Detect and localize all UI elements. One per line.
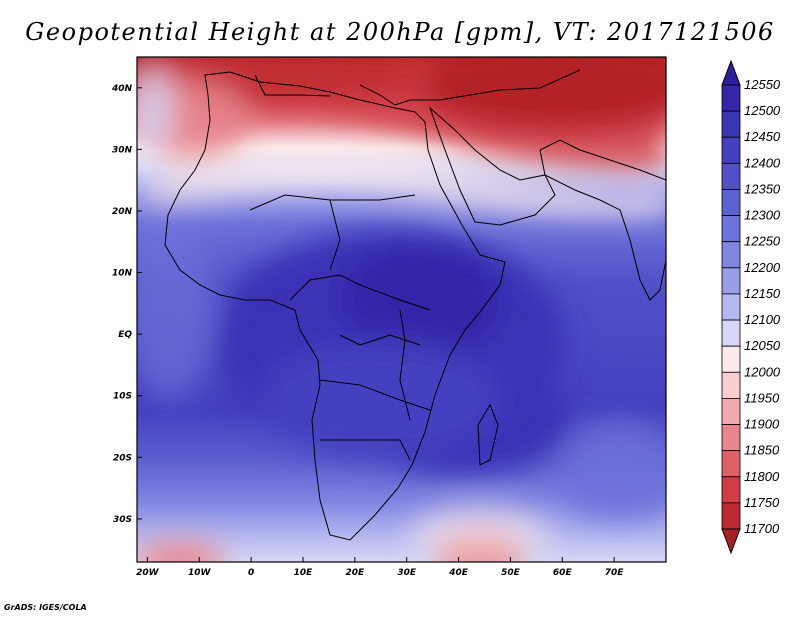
colorbar-swatch [721, 293, 741, 321]
y-tick-label: 20S [113, 453, 132, 463]
colorbar-label: 12150 [744, 286, 781, 301]
colorbar-swatch [721, 502, 741, 530]
axis-ticks [137, 87, 615, 562]
colorbar-swatch [721, 371, 741, 399]
y-tick-label: 10N [112, 269, 133, 279]
x-tick-label: 20W [136, 568, 160, 578]
x-tick-label: 20E [345, 568, 365, 578]
colorbar-label: 12400 [744, 155, 781, 170]
colorbar-label: 11750 [744, 495, 780, 510]
colorbar-swatch [721, 319, 741, 347]
colorbar-label: 12550 [744, 77, 781, 92]
colorbar-label: 12050 [744, 338, 781, 353]
colorbar-label: 12300 [744, 208, 781, 223]
plot-frame [136, 56, 667, 563]
x-axis-labels: 20W 10W 0 10E 20E 30E 40E 50E 60E 70E [136, 568, 624, 578]
y-tick-label: 10S [113, 392, 132, 402]
colorbar-bottom-arrow [721, 528, 741, 555]
colorbar-label: 12350 [744, 181, 781, 196]
colorbar-swatch [721, 398, 741, 425]
colorbar-top-arrow [721, 59, 741, 86]
x-tick-label: 60E [553, 568, 573, 578]
colorbar-label: 11700 [744, 521, 780, 536]
x-tick-label: 10E [294, 568, 314, 578]
colorbar-label: 11800 [744, 469, 780, 484]
colorbar-label: 12000 [744, 364, 781, 379]
colorbar-swatch [721, 84, 741, 112]
map-title: Geopotential Height at 200hPa [gpm], VT:… [25, 18, 775, 46]
y-tick-label: 30S [113, 515, 132, 525]
colorbar-swatch [721, 215, 741, 243]
y-axis-labels: 40N 30N 20N 10N EQ 10S 20S 30S [111, 84, 133, 525]
colorbar-label: 11850 [744, 443, 780, 458]
colorbar-swatch [721, 424, 741, 452]
colorbar-swatch [721, 189, 741, 216]
y-tick-label: 20N [112, 207, 133, 217]
colorbar-label: 12200 [744, 260, 781, 275]
colorbar-label: 12500 [744, 103, 781, 118]
x-tick-label: 40E [448, 568, 469, 578]
x-tick-label: 10W [188, 568, 212, 578]
y-tick-label: 30N [112, 145, 133, 155]
colorbar-label: 12100 [744, 312, 781, 327]
y-tick-label: EQ [118, 330, 132, 340]
coastlines [164, 69, 666, 541]
x-tick-label: 50E [501, 568, 521, 578]
credit-label: GrADS: IGES/COLA [4, 603, 87, 612]
x-tick-label: 70E [605, 568, 625, 578]
y-tick-label: 40N [111, 84, 133, 94]
x-tick-label: 0 [248, 568, 254, 578]
colorbar-swatch [721, 345, 741, 373]
colorbar-swatch [721, 267, 741, 295]
colorbar-swatch [721, 110, 741, 138]
colorbar-swatch [721, 241, 741, 269]
colorbar-swatch [721, 136, 741, 164]
colorbar-label: 11950 [744, 390, 780, 405]
colorbar-label: 12450 [744, 129, 781, 144]
colorbar-swatch [721, 162, 741, 190]
colorbar-swatch [721, 450, 741, 478]
field-shading [137, 57, 666, 562]
colorbar-label: 12250 [744, 234, 781, 249]
colorbar: 12550 12500 12450 12400 12350 12300 12250 12200… [721, 59, 781, 555]
colorbar-label: 11900 [744, 417, 780, 432]
colorbar-swatch [721, 476, 741, 504]
x-tick-label: 30E [397, 568, 417, 578]
